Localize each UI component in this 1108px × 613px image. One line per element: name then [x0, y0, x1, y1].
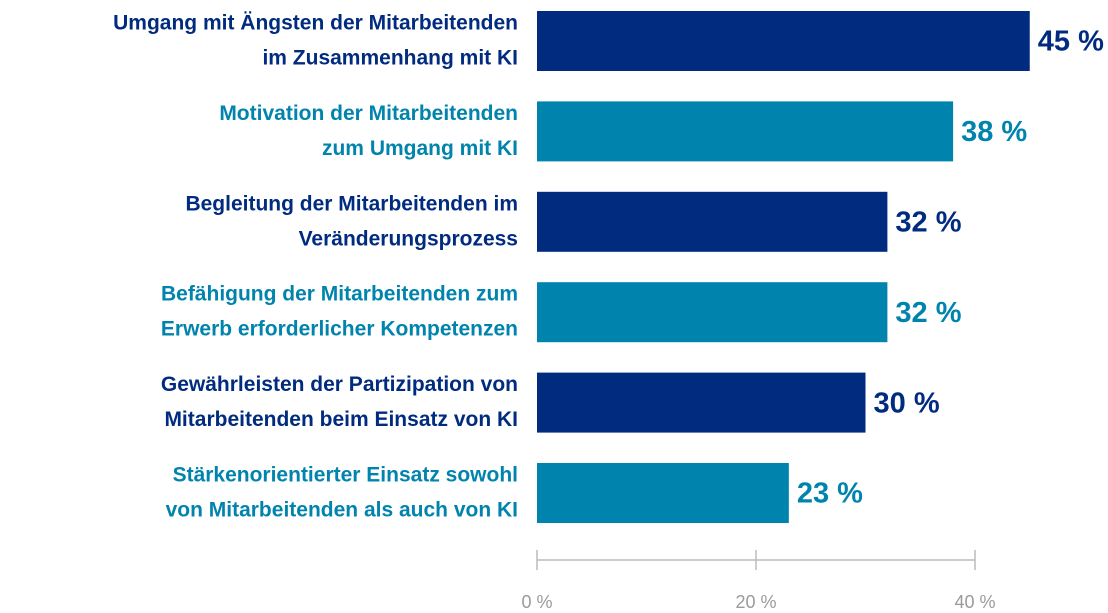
bar	[537, 282, 888, 343]
bar	[537, 372, 866, 433]
category-label: Begleitung der Mitarbeitenden im	[185, 192, 518, 215]
x-tick-label: 20 %	[735, 592, 776, 612]
category-label: Motivation der Mitarbeitenden	[219, 102, 518, 125]
value-label: 23 %	[797, 478, 863, 510]
category-label: Stärkenorientierter Einsatz sowohl	[173, 464, 518, 487]
category-label: Erwerb erforderlicher Kompetenzen	[161, 318, 518, 341]
category-label: Umgang mit Ängsten der Mitarbeitenden	[113, 12, 518, 35]
category-label: Mitarbeitenden beim Einsatz von KI	[164, 408, 518, 431]
category-label: Befähigung der Mitarbeitenden zum	[161, 283, 518, 306]
bar	[537, 101, 954, 162]
category-label: zum Umgang mit KI	[322, 137, 518, 160]
value-label: 45 %	[1038, 26, 1104, 58]
value-label: 38 %	[961, 116, 1027, 148]
category-label: Veränderungsprozess	[299, 227, 518, 250]
value-label: 32 %	[895, 206, 961, 238]
bar	[537, 191, 888, 252]
x-tick-label: 0 %	[521, 592, 552, 612]
category-label: im Zusammenhang mit KI	[262, 47, 518, 70]
x-tick-label: 40 %	[954, 592, 995, 612]
category-label: von Mitarbeitenden als auch von KI	[166, 499, 518, 522]
bar	[537, 463, 789, 523]
value-label: 30 %	[874, 387, 940, 419]
value-label: 32 %	[895, 297, 961, 329]
category-label: Gewährleisten der Partizipation von	[161, 373, 518, 396]
bar	[537, 11, 1030, 71]
